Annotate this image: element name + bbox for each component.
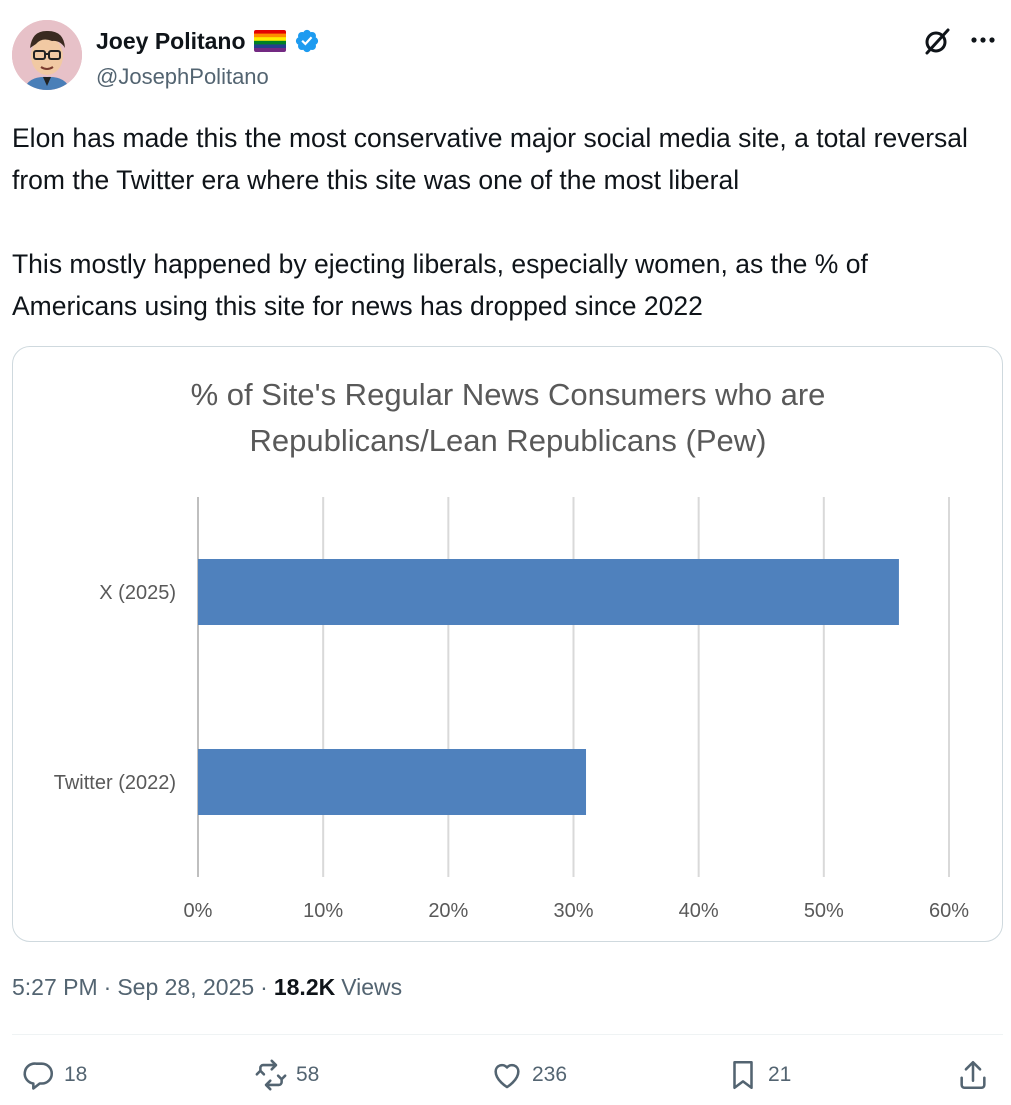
bar-chart: % of Site's Regular News Consumers who a… xyxy=(54,377,970,922)
x-tick-label: 0% xyxy=(184,900,213,922)
bookmark-count: 21 xyxy=(768,1063,792,1086)
x-tick-label: 50% xyxy=(804,900,844,922)
chart-category-labels: X (2025) Twitter (2022) xyxy=(54,582,176,794)
tweet-time[interactable]: 5:27 PM xyxy=(12,974,98,1000)
x-tick-label: 30% xyxy=(553,900,593,922)
share-button[interactable] xyxy=(956,1058,990,1092)
reply-count: 18 xyxy=(64,1063,88,1086)
tweet-date[interactable]: Sep 28, 2025 xyxy=(117,974,255,1000)
meta-separator: · xyxy=(260,974,268,1000)
divider xyxy=(12,1034,1003,1035)
repost-count: 58 xyxy=(296,1063,320,1086)
bookmark-icon xyxy=(733,1060,753,1090)
x-tick-label: 10% xyxy=(303,900,343,922)
bar xyxy=(198,749,587,815)
category-label: Twitter (2022) xyxy=(54,772,176,794)
chart-gridlines xyxy=(197,497,950,877)
x-tick-label: 40% xyxy=(679,900,719,922)
chart-title-line-2: Republicans/Lean Republicans (Pew) xyxy=(250,423,767,458)
author-display-name[interactable]: Joey Politano xyxy=(96,27,246,54)
grok-icon[interactable] xyxy=(922,26,952,56)
x-tick-label: 20% xyxy=(428,900,468,922)
avatar-icon xyxy=(12,20,82,90)
meta-separator: · xyxy=(103,974,112,1000)
chart-title-line-1: % of Site's Regular News Consumers who a… xyxy=(191,377,826,412)
action-bar: 18 58 236 21 xyxy=(12,1052,1003,1102)
views-count: 18.2K xyxy=(273,974,336,1000)
like-count: 236 xyxy=(532,1063,568,1086)
reply-icon xyxy=(23,1062,54,1090)
more-icon[interactable] xyxy=(968,28,998,52)
repost-button[interactable]: 58 xyxy=(254,1058,319,1092)
like-button[interactable]: 236 xyxy=(490,1058,567,1092)
rainbow-flag-icon xyxy=(253,30,286,52)
tweet-text: Elon has made this the most conservative… xyxy=(12,123,968,321)
avatar[interactable] xyxy=(12,20,82,90)
category-label: X (2025) xyxy=(99,582,176,604)
chart-x-tick-labels: 0% 10% 20% 30% 40% 50% 60% xyxy=(184,900,970,922)
reply-button[interactable]: 18 xyxy=(22,1058,87,1092)
x-tick-label: 60% xyxy=(929,900,969,922)
author-handle[interactable]: @JosephPolitano xyxy=(96,64,269,89)
share-icon xyxy=(960,1060,986,1090)
bar xyxy=(198,559,899,625)
tweet-meta: 5:27 PM · Sep 28, 2025 · 18.2K Views xyxy=(12,974,402,1001)
repost-icon xyxy=(255,1059,287,1091)
views-label: Views xyxy=(341,974,403,1000)
heart-icon xyxy=(494,1063,520,1089)
chart-bars xyxy=(198,559,899,815)
bookmark-button[interactable]: 21 xyxy=(726,1058,791,1092)
verified-badge-icon[interactable] xyxy=(294,28,320,54)
name-row: Joey Politano xyxy=(96,26,320,56)
tweet-header: Joey Politano @JosephPolitano xyxy=(12,18,1002,94)
chart-image[interactable]: % of Site's Regular News Consumers who a… xyxy=(12,346,1003,942)
